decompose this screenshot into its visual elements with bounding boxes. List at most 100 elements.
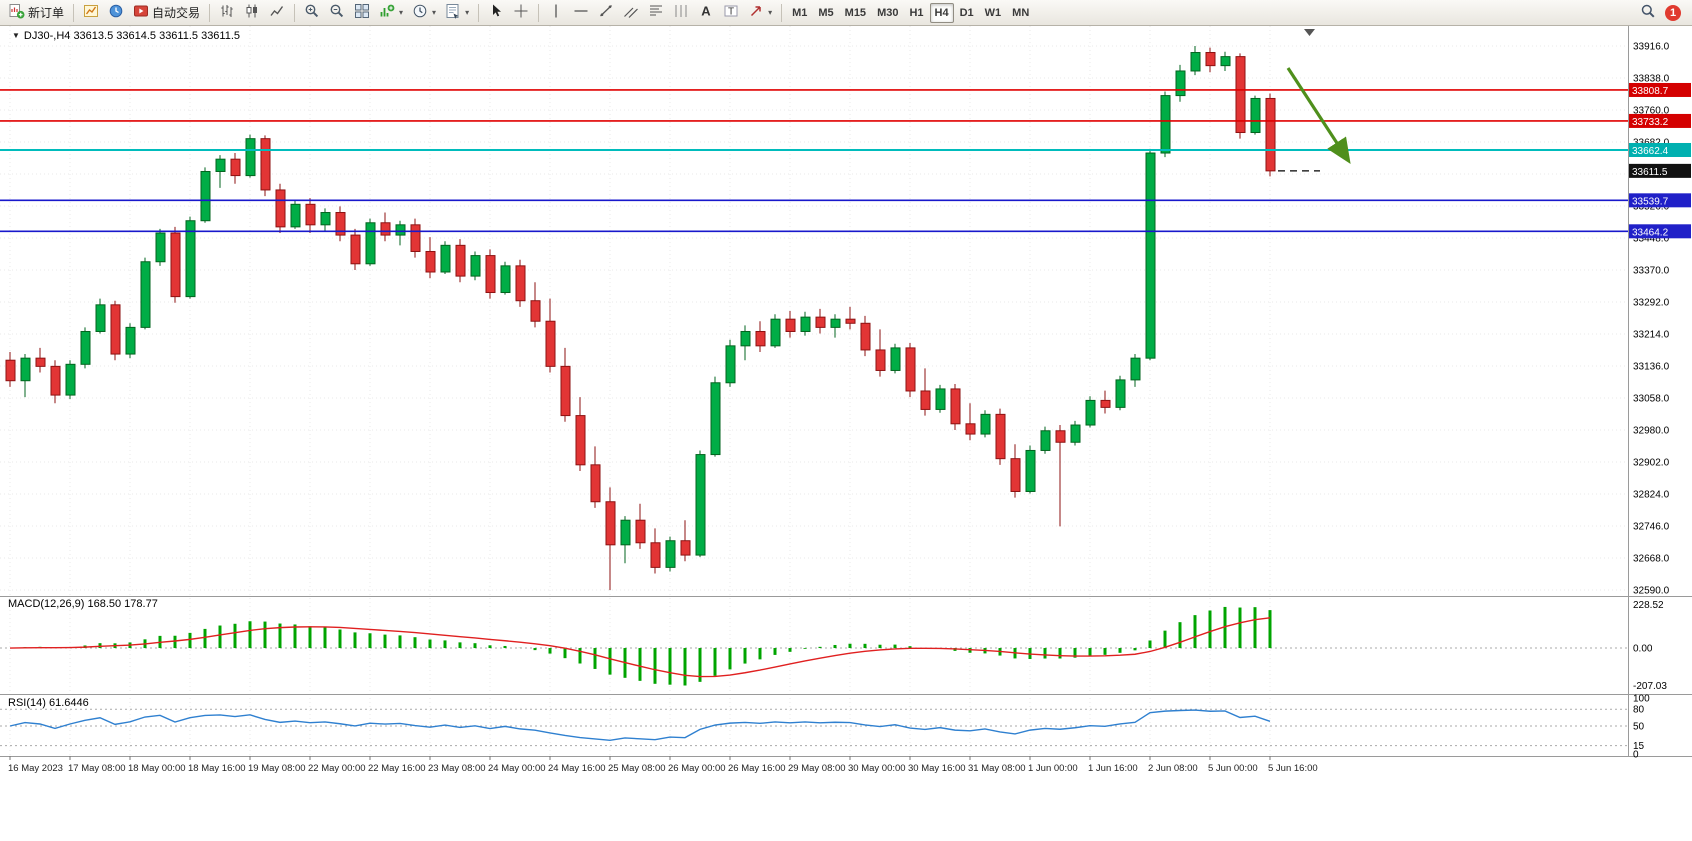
- ohlc-bars-icon: [219, 3, 235, 22]
- charts-button[interactable]: [79, 2, 103, 24]
- trendline-button[interactable]: [594, 2, 618, 24]
- svg-text:-207.03: -207.03: [1633, 681, 1667, 692]
- svg-text:5 Jun 16:00: 5 Jun 16:00: [1268, 763, 1318, 774]
- cycle-lines-button[interactable]: [669, 2, 693, 24]
- fibonacci-button[interactable]: [644, 2, 668, 24]
- horizontal-line-button[interactable]: [569, 2, 593, 24]
- chart-dropdown-icon[interactable]: ▼: [12, 31, 20, 40]
- svg-text:22 May 16:00: 22 May 16:00: [368, 763, 426, 774]
- price-axis[interactable]: [1628, 26, 1692, 762]
- toolbar-separator: [73, 3, 75, 22]
- charts-icon: [83, 3, 99, 22]
- svg-text:23 May 08:00: 23 May 08:00: [428, 763, 486, 774]
- timeframe-m1-button[interactable]: M1: [787, 3, 812, 23]
- chart-title-text: DJ30-,H4 33613.5 33614.5 33611.5 33611.5: [23, 30, 241, 42]
- dropdown-caret-icon: ▾: [399, 8, 404, 17]
- svg-text:33611.5: 33611.5: [1632, 167, 1668, 178]
- svg-text:0: 0: [1633, 750, 1639, 761]
- candlestick-button[interactable]: [240, 2, 264, 24]
- text-button[interactable]: A: [694, 2, 718, 24]
- svg-text:18 May 16:00: 18 May 16:00: [188, 763, 246, 774]
- svg-text:32980.0: 32980.0: [1633, 425, 1670, 436]
- tile-windows-button[interactable]: [350, 2, 374, 24]
- cursor-icon: [488, 3, 504, 22]
- zoom-out-button[interactable]: [325, 2, 349, 24]
- svg-text:33292.0: 33292.0: [1633, 297, 1670, 308]
- svg-text:33760.0: 33760.0: [1633, 105, 1670, 116]
- toolbar-separator: [478, 3, 480, 22]
- svg-text:32902.0: 32902.0: [1633, 457, 1670, 468]
- dropdown-caret-icon: ▾: [465, 8, 470, 17]
- label-icon: T: [723, 3, 739, 22]
- ohlc-bars-button[interactable]: [215, 2, 239, 24]
- dropdown-caret-icon: ▾: [432, 8, 437, 17]
- timeframe-m30-button[interactable]: M30: [872, 3, 903, 23]
- chart-title: ▼ DJ30-,H4 33613.5 33614.5 33611.5 33611.…: [12, 30, 240, 42]
- arrows-icon: [748, 3, 764, 22]
- timeframe-h4-button[interactable]: H4: [929, 2, 954, 23]
- svg-text:26 May 16:00: 26 May 16:00: [728, 763, 786, 774]
- timeframe-d1-button[interactable]: D1: [955, 3, 979, 23]
- crosshair-icon: [513, 3, 529, 22]
- svg-text:100: 100: [1633, 694, 1650, 705]
- indicators-button[interactable]: ▾: [375, 2, 407, 24]
- market-watch-icon: [108, 3, 124, 22]
- svg-text:2 Jun 08:00: 2 Jun 08:00: [1148, 763, 1198, 774]
- tile-windows-icon: [354, 3, 370, 22]
- auto-trading-button[interactable]: 自动交易: [129, 2, 204, 24]
- svg-text:33370.0: 33370.0: [1633, 265, 1670, 276]
- timeframe-h1-button[interactable]: H1: [904, 3, 928, 23]
- macd-label: MACD(12,26,9) 168.50 178.77: [8, 598, 158, 610]
- svg-text:32590.0: 32590.0: [1633, 585, 1670, 596]
- svg-text:18 May 00:00: 18 May 00:00: [128, 763, 186, 774]
- chart-canvas[interactable]: 33916.033838.033760.033682.033604.033526…: [0, 26, 1692, 841]
- svg-text:50: 50: [1633, 722, 1645, 733]
- horizontal-line-icon: [573, 3, 589, 22]
- timeframe-w1-button[interactable]: W1: [980, 3, 1007, 23]
- periods-button[interactable]: ▾: [408, 2, 440, 24]
- svg-text:228.52: 228.52: [1633, 600, 1664, 611]
- new-order-icon: [9, 3, 25, 22]
- svg-text:0.00: 0.00: [1633, 644, 1653, 655]
- svg-text:32668.0: 32668.0: [1633, 553, 1670, 564]
- line-chart-icon: [269, 3, 285, 22]
- notification-badge[interactable]: 1: [1665, 4, 1681, 21]
- text-icon: A: [698, 3, 714, 22]
- search-icon: [1640, 3, 1656, 22]
- svg-text:19 May 08:00: 19 May 08:00: [248, 763, 306, 774]
- svg-text:1 Jun 16:00: 1 Jun 16:00: [1088, 763, 1138, 774]
- candlestick-icon: [244, 3, 260, 22]
- fibonacci-icon: [648, 3, 664, 22]
- templates-icon: [445, 3, 461, 22]
- templates-button[interactable]: ▾: [441, 2, 473, 24]
- channel-button[interactable]: [619, 2, 643, 24]
- zoom-in-button[interactable]: [300, 2, 324, 24]
- toolbar-separator: [294, 3, 296, 22]
- svg-text:24 May 00:00: 24 May 00:00: [488, 763, 546, 774]
- vertical-line-button[interactable]: [544, 2, 568, 24]
- search-button[interactable]: [1636, 2, 1660, 24]
- timeframe-m5-button[interactable]: M5: [813, 3, 838, 23]
- new-order-button[interactable]: 新订单: [5, 2, 68, 24]
- chart-area: 33916.033838.033760.033682.033604.033526…: [0, 26, 1692, 841]
- new-order-label: 新订单: [28, 6, 65, 20]
- time-axis[interactable]: [0, 756, 1628, 782]
- toolbar-separator: [209, 3, 211, 22]
- svg-text:29 May 08:00: 29 May 08:00: [788, 763, 846, 774]
- svg-text:24 May 16:00: 24 May 16:00: [548, 763, 606, 774]
- svg-text:33058.0: 33058.0: [1633, 393, 1670, 404]
- svg-text:17 May 08:00: 17 May 08:00: [68, 763, 126, 774]
- timeframe-mn-button[interactable]: MN: [1007, 3, 1034, 23]
- svg-text:32824.0: 32824.0: [1633, 489, 1670, 500]
- svg-text:33733.2: 33733.2: [1632, 117, 1669, 128]
- svg-text:22 May 00:00: 22 May 00:00: [308, 763, 366, 774]
- cursor-button[interactable]: [484, 2, 508, 24]
- crosshair-button[interactable]: [509, 2, 533, 24]
- svg-text:26 May 00:00: 26 May 00:00: [668, 763, 726, 774]
- arrows-button[interactable]: ▾: [744, 2, 776, 24]
- line-chart-button[interactable]: [265, 2, 289, 24]
- label-button[interactable]: T: [719, 2, 743, 24]
- market-watch-button[interactable]: [104, 2, 128, 24]
- timeframe-m15-button[interactable]: M15: [840, 3, 871, 23]
- svg-text:A: A: [701, 4, 711, 19]
